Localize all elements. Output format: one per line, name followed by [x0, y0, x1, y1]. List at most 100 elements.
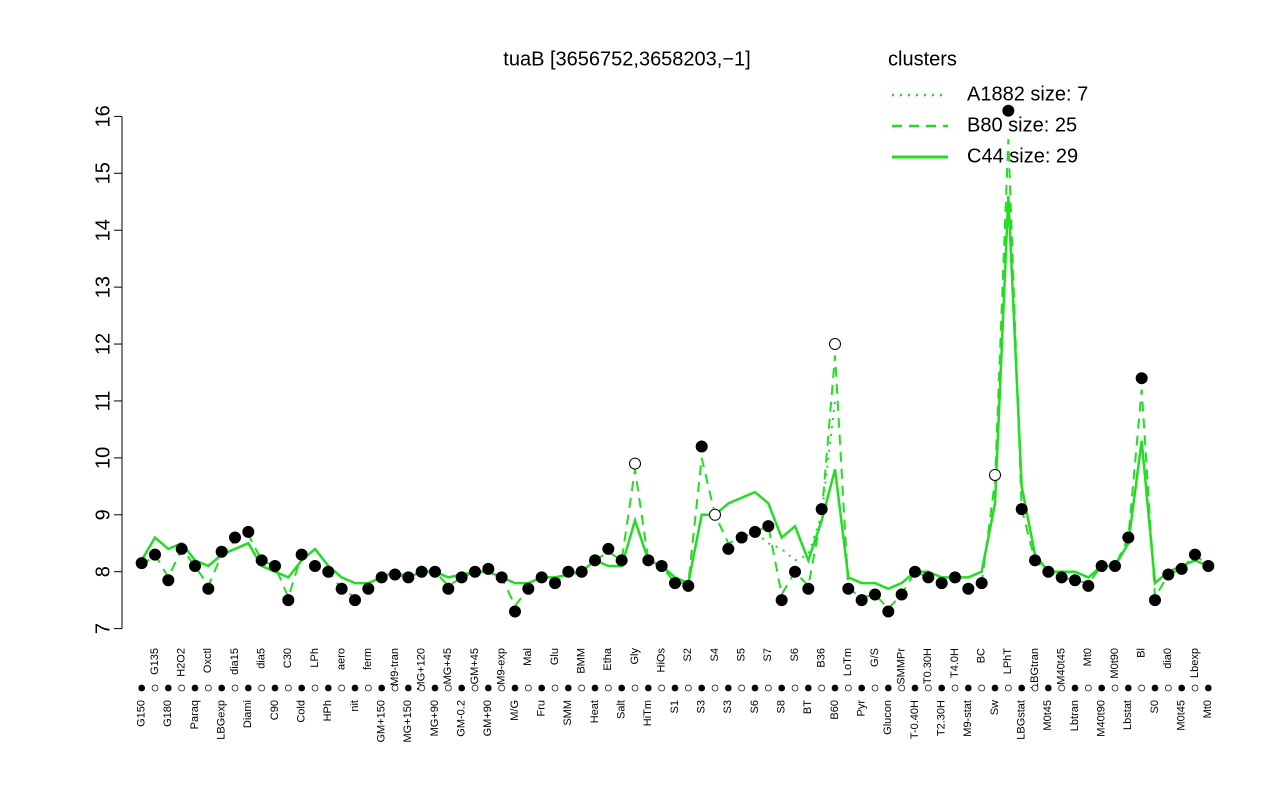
x-tick-label: MG+120: [416, 648, 428, 691]
category-marker: [791, 684, 799, 692]
x-tick-label: T2.30H: [936, 700, 948, 736]
y-tick-label: 12: [92, 333, 114, 355]
cluster-line: [140, 196, 1209, 591]
point: [1122, 531, 1135, 544]
category-marker: [924, 684, 932, 692]
point: [722, 542, 735, 555]
x-tick-label: M40t90: [1096, 700, 1108, 737]
point: [802, 582, 815, 595]
point: [389, 568, 401, 581]
point: [375, 571, 388, 584]
y-tick-label: 7: [92, 623, 114, 634]
point: [1055, 571, 1068, 584]
category-marker: [1071, 684, 1079, 692]
x-tick-label: dia15: [229, 648, 241, 675]
x-tick-label: S3: [722, 700, 734, 713]
point: [402, 571, 415, 584]
category-marker: [764, 684, 772, 692]
point: [1162, 568, 1175, 581]
x-tick-label: HiOs: [656, 648, 668, 673]
category-marker: [724, 684, 732, 692]
category-marker: [231, 684, 239, 692]
category-marker: [484, 684, 492, 692]
category-marker: [244, 684, 252, 692]
category-marker: [1124, 684, 1132, 692]
point: [949, 571, 961, 584]
x-tick-label: Heat: [589, 700, 601, 723]
category-marker: [338, 684, 346, 692]
x-tick-label: M40t45: [1056, 648, 1068, 685]
x-tick-label: S5: [736, 648, 748, 661]
x-tick-label: LBGtran: [1029, 648, 1041, 689]
point: [135, 557, 148, 570]
x-tick-label: T0.30H: [922, 648, 934, 684]
x-tick-label: ferm: [362, 648, 374, 670]
x-tick-label: Etha: [602, 647, 614, 671]
x-tick-label: LPhT: [1002, 648, 1014, 675]
category-marker: [711, 684, 719, 692]
x-tick-label: Glucon: [882, 700, 894, 735]
point: [962, 582, 975, 595]
category-marker: [871, 684, 879, 692]
category-marker: [631, 684, 639, 692]
x-tick-label: B60: [829, 700, 841, 720]
x-tick-label: Lbstat: [1122, 700, 1134, 730]
point: [469, 565, 481, 578]
x-tick-label: Bl: [1136, 648, 1148, 658]
x-tick-label: M9-stat: [962, 700, 974, 737]
point: [362, 582, 375, 595]
x-tick-label: MG+90: [429, 700, 441, 736]
x-tick-label: S0: [1149, 700, 1161, 713]
y-tick-label: 16: [92, 105, 114, 127]
point: [429, 565, 441, 578]
point: [629, 457, 641, 470]
point: [335, 582, 348, 595]
category-marker: [978, 684, 986, 692]
x-tick-label: BT: [802, 700, 814, 714]
y-tick-label: 15: [92, 162, 114, 184]
category-marker: [658, 684, 666, 692]
point: [922, 571, 935, 584]
point: [189, 560, 201, 573]
point: [162, 574, 175, 587]
x-tick-label: H2O2: [176, 648, 188, 677]
category-marker: [178, 684, 186, 692]
point: [535, 571, 548, 584]
category-marker: [911, 684, 919, 692]
point: [749, 525, 761, 538]
category-marker: [938, 684, 946, 692]
category-marker: [698, 684, 706, 692]
x-tick-label: GM-0.2: [456, 700, 468, 737]
point: [149, 548, 161, 561]
x-tick-label: G150: [136, 700, 148, 727]
category-marker: [604, 684, 612, 692]
category-marker: [164, 684, 172, 692]
x-tick-label: B36: [816, 648, 828, 668]
point: [175, 542, 188, 555]
x-tick-label: G/S: [869, 648, 881, 667]
category-marker: [1018, 684, 1026, 692]
x-tick-label: Cold: [296, 700, 308, 723]
point: [695, 440, 708, 453]
point: [762, 520, 775, 533]
point: [482, 562, 495, 575]
category-marker: [351, 684, 359, 692]
category-marker: [191, 684, 199, 692]
x-tick-label: M/G: [509, 700, 521, 721]
category-marker: [404, 684, 412, 692]
point: [1175, 562, 1188, 575]
point: [562, 565, 575, 578]
category-marker: [271, 684, 279, 692]
x-tick-label: S8: [776, 700, 788, 713]
category-marker: [751, 684, 759, 692]
point: [895, 588, 908, 601]
category-marker: [1111, 684, 1119, 692]
x-tick-label: S6: [789, 648, 801, 661]
chart-title: tuaB [3656752,3658203,−1]: [503, 48, 750, 70]
category-marker: [1204, 684, 1212, 692]
point: [735, 531, 748, 544]
category-marker: [524, 684, 532, 692]
category-marker: [578, 684, 586, 692]
point: [589, 554, 601, 567]
